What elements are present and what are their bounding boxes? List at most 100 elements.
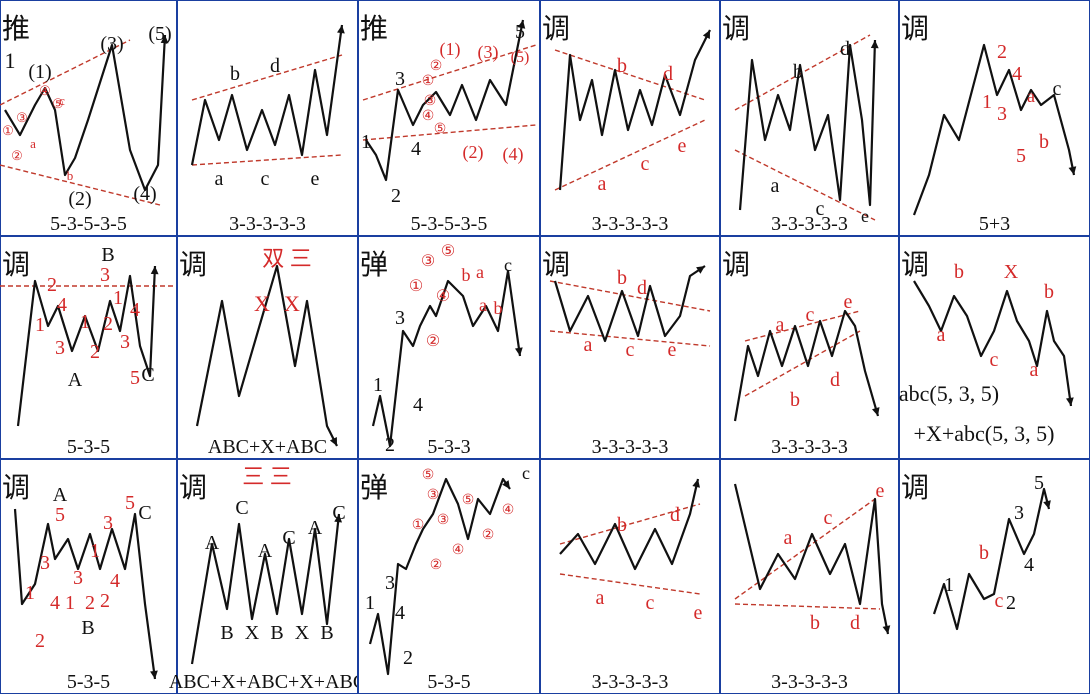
wave-label-red: 3 <box>73 567 83 589</box>
wave-label-red: ③ <box>424 94 437 109</box>
wave-label-red: b <box>617 55 627 77</box>
wave-label-red: 2 <box>997 41 1007 63</box>
price-wave-line <box>365 19 525 182</box>
wave-label-red: 三 三 <box>242 464 292 489</box>
trend-line <box>734 603 881 610</box>
wave-panel: 3-3-3-3-3 e c a b d <box>719 458 900 694</box>
panel-title: 调 <box>2 473 30 504</box>
wave-label: c <box>522 463 530 483</box>
trend-line <box>0 164 161 206</box>
trend-line <box>744 330 861 397</box>
arrow-head <box>1043 500 1051 509</box>
wave-label-red: e <box>668 339 677 361</box>
wave-label-red: b <box>462 265 471 285</box>
wave-label: (2) <box>68 188 91 210</box>
panel-title: 调 <box>2 250 30 281</box>
wave-label-red: ④ <box>452 543 465 558</box>
wave-label-red: 4 <box>130 299 140 321</box>
wave-label: a <box>771 175 780 197</box>
trend-line <box>191 54 343 101</box>
wave-label-red: (5) <box>511 49 530 66</box>
wave-label-red: (1) <box>440 39 461 60</box>
wave-label: C <box>141 364 154 386</box>
wave-label-red: (4) <box>503 144 524 165</box>
price-wave-line <box>371 269 522 448</box>
wave-label-red: b <box>979 542 989 564</box>
price-wave-line <box>932 487 1051 631</box>
wave-label: C <box>138 502 151 524</box>
price-wave-line <box>733 309 880 422</box>
wave-label-red: 3 <box>103 512 113 534</box>
wave-label: B <box>81 617 94 639</box>
trend-line <box>554 49 706 101</box>
price-wave-line <box>4 34 167 192</box>
wave-label: +X+abc(5, 3, 5) <box>914 421 1055 446</box>
wave-label-red: 3 <box>120 331 130 353</box>
wave-label: a <box>215 168 224 190</box>
panel-footer-pattern: ABC+X+ABC+X+ABC <box>169 671 366 693</box>
wave-label: 3 <box>395 68 405 90</box>
wave-label-red: a <box>596 587 605 609</box>
wave-label-red: 5 <box>55 504 65 526</box>
panel-footer-pattern: 5-3-5 <box>427 671 470 693</box>
panel-title: 调 <box>542 250 570 281</box>
wave-label-red: X <box>284 291 300 316</box>
panel-footer-pattern: 5-3-5 <box>67 436 110 458</box>
wave-label-red: c <box>990 349 999 371</box>
trend-line <box>191 154 343 166</box>
wave-label-red: 5 <box>1016 145 1026 167</box>
wave-label-red: ② <box>482 528 495 543</box>
wave-label-red: ① <box>409 278 423 295</box>
wave-label-red: ⑤ <box>52 96 64 111</box>
wave-label-red: b <box>954 261 964 283</box>
wave-label-red: 4 <box>1012 63 1022 85</box>
wave-label-red: d <box>670 504 680 526</box>
price-wave-line <box>16 265 157 427</box>
wave-label-red: 3 <box>40 552 50 574</box>
price-wave-line <box>913 280 1073 407</box>
wave-label-red: a <box>584 334 593 356</box>
wave-panel: 调 53 1 42 b c <box>898 458 1090 694</box>
wave-label-red: a <box>1030 359 1039 381</box>
wave-label: 1 <box>944 574 954 596</box>
wave-label: 4 <box>413 394 423 416</box>
price-wave-line <box>733 483 890 635</box>
trend-line <box>362 44 537 101</box>
wave-label-red: 2 <box>47 274 57 296</box>
wave-label-red: 2 <box>103 313 113 335</box>
wave-label-red: ③ <box>421 253 435 270</box>
wave-label: 2 <box>1006 592 1016 614</box>
panel-footer-pattern: 3-3-3-3-3 <box>592 213 669 235</box>
panel-border <box>357 0 541 237</box>
panel-border <box>719 458 900 694</box>
wave-label-red: ④ <box>422 109 435 124</box>
wave-label-red: 1 <box>982 91 992 113</box>
panel-title: 调 <box>901 250 929 281</box>
wave-label-red: ① <box>422 74 435 89</box>
arrow-head <box>337 25 345 34</box>
panel-footer-pattern: 3-3-3-3-3 <box>229 213 306 235</box>
wave-label-red: 2 <box>85 592 95 614</box>
wave-label-red: 1 <box>113 287 123 309</box>
wave-label: 4 <box>395 602 405 624</box>
arrow-head <box>702 30 710 39</box>
panel-title: 弹 <box>360 472 388 504</box>
wave-label-red: 4 <box>110 570 120 592</box>
wave-label-red: ④ <box>39 83 51 98</box>
price-wave-line <box>738 39 877 211</box>
wave-label: (5) <box>148 23 171 45</box>
wave-label-red: X <box>1004 261 1019 283</box>
trend-line <box>734 149 876 221</box>
panel-title: 调 <box>722 14 750 45</box>
wave-label: A <box>205 532 220 554</box>
wave-label-red: 1 <box>25 582 35 604</box>
wave-label: 3 <box>1014 502 1024 524</box>
wave-label-red: d <box>663 63 673 85</box>
wave-label-red: 1 <box>90 540 100 562</box>
panel-title: 调 <box>901 14 929 45</box>
arrow-head <box>1065 397 1074 406</box>
